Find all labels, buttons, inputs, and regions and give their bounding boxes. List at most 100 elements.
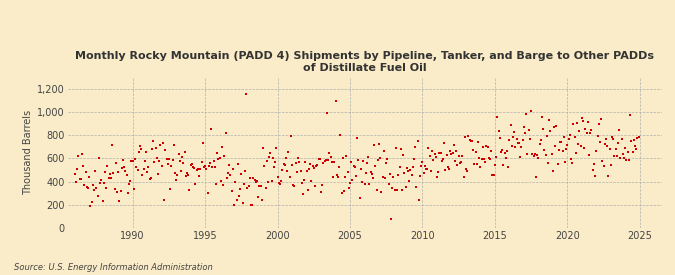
- Point: [256, 198, 267, 203]
- Point: [518, 125, 529, 129]
- Point: [619, 156, 630, 161]
- Point: [266, 179, 277, 183]
- Point: [225, 173, 236, 177]
- Point: [502, 148, 512, 153]
- Point: [327, 175, 338, 179]
- Point: [79, 183, 90, 187]
- Point: [468, 148, 479, 152]
- Point: [139, 159, 150, 163]
- Point: [213, 157, 224, 161]
- Point: [168, 143, 179, 147]
- Point: [161, 157, 172, 161]
- Point: [278, 161, 289, 166]
- Point: [148, 139, 159, 144]
- Point: [604, 146, 615, 151]
- Point: [92, 194, 103, 199]
- Point: [172, 173, 183, 177]
- Point: [585, 131, 595, 136]
- Point: [549, 125, 560, 129]
- Point: [370, 164, 381, 168]
- Point: [593, 121, 604, 126]
- Point: [215, 178, 226, 183]
- Point: [335, 133, 346, 138]
- Point: [178, 161, 189, 165]
- Point: [84, 175, 95, 180]
- Point: [248, 175, 259, 180]
- Point: [529, 152, 540, 156]
- Point: [470, 149, 481, 154]
- Point: [163, 157, 174, 161]
- Point: [145, 176, 156, 181]
- Point: [627, 150, 638, 154]
- Point: [107, 143, 117, 147]
- Point: [463, 134, 474, 139]
- Point: [296, 181, 307, 185]
- Point: [186, 162, 197, 167]
- Point: [523, 128, 534, 132]
- Point: [469, 161, 480, 166]
- Point: [592, 134, 603, 138]
- Point: [454, 161, 465, 166]
- Point: [305, 162, 316, 167]
- Point: [76, 152, 87, 156]
- Point: [214, 156, 225, 160]
- Point: [503, 165, 514, 169]
- Point: [340, 174, 350, 179]
- Point: [85, 204, 96, 209]
- Point: [605, 163, 616, 167]
- Point: [451, 149, 462, 153]
- Point: [566, 156, 576, 161]
- Point: [97, 199, 108, 203]
- Point: [443, 166, 454, 171]
- Point: [275, 182, 286, 186]
- Point: [511, 137, 522, 141]
- Point: [235, 187, 246, 191]
- Point: [514, 141, 524, 145]
- Point: [421, 166, 431, 171]
- Point: [240, 169, 250, 173]
- Point: [287, 163, 298, 167]
- Point: [452, 162, 463, 167]
- Point: [481, 144, 492, 148]
- Point: [512, 141, 523, 145]
- Point: [545, 128, 556, 133]
- Point: [494, 136, 505, 140]
- Point: [546, 152, 557, 156]
- Point: [142, 170, 153, 175]
- Point: [550, 144, 561, 148]
- Point: [368, 175, 379, 180]
- Point: [82, 185, 92, 189]
- Title: Monthly Rocky Mountain (PADD 4) Shipments by Pipeline, Tanker, and Barge to Othe: Monthly Rocky Mountain (PADD 4) Shipment…: [75, 51, 654, 73]
- Point: [379, 176, 390, 180]
- Point: [260, 186, 271, 190]
- Point: [561, 147, 572, 152]
- Point: [499, 151, 510, 155]
- Point: [624, 158, 634, 162]
- Point: [433, 170, 443, 175]
- Point: [200, 163, 211, 168]
- Point: [609, 154, 620, 158]
- Point: [122, 191, 133, 195]
- Point: [183, 172, 194, 177]
- Point: [632, 136, 643, 141]
- Point: [614, 128, 624, 132]
- Point: [573, 142, 584, 147]
- Point: [101, 186, 111, 191]
- Point: [134, 144, 145, 148]
- Point: [408, 157, 419, 161]
- Point: [576, 116, 587, 120]
- Point: [568, 122, 578, 126]
- Point: [591, 148, 601, 153]
- Point: [217, 145, 227, 149]
- Point: [136, 147, 146, 151]
- Point: [487, 173, 498, 178]
- Point: [558, 135, 569, 139]
- Point: [381, 160, 392, 165]
- Point: [379, 149, 389, 153]
- Point: [276, 179, 287, 183]
- Point: [392, 188, 402, 192]
- Point: [128, 187, 139, 191]
- Point: [533, 155, 544, 160]
- Point: [369, 143, 379, 148]
- Point: [271, 145, 281, 150]
